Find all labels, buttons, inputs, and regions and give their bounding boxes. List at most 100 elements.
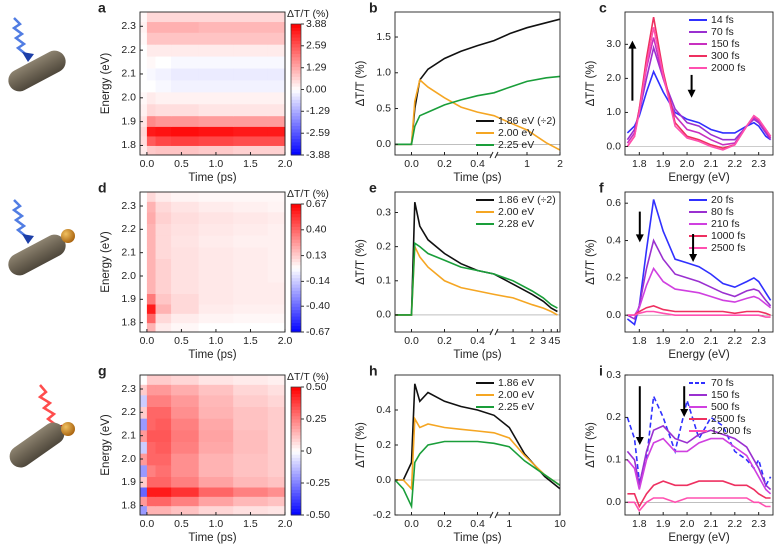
heat-cell (171, 304, 200, 314)
heat-cell (267, 304, 286, 314)
colorbar-step (291, 309, 301, 314)
heat-cell (267, 126, 286, 137)
colorbar-step (291, 454, 301, 458)
colorbar-tick-label: -2.59 (306, 127, 330, 139)
arrow-head (689, 254, 698, 262)
colorbar-step (291, 476, 301, 481)
colorbar-step (291, 236, 301, 240)
heat-cell (171, 21, 200, 33)
legend-label: 1.86 eV (÷2) (498, 194, 556, 206)
heat-cell (198, 145, 234, 156)
heat-cell (146, 304, 157, 314)
heat-cell (198, 246, 234, 259)
x-tick-label: 2 (529, 335, 535, 347)
series-line (626, 393, 772, 488)
y-axis-label: ΔT/T (%) (355, 239, 367, 285)
heat-cell (146, 201, 157, 213)
heat-cell (198, 476, 234, 488)
heat-cell (140, 135, 148, 146)
x-axis-label: Time (ps) (188, 532, 236, 544)
x-axis-label: Time (ps) (188, 349, 236, 361)
colorbar-step (291, 115, 301, 120)
series-line (627, 310, 771, 318)
colorbar-step (291, 415, 301, 420)
colorbar-step (291, 99, 301, 104)
colorbar-step (291, 204, 301, 208)
colorbar-tick-label: -0.25 (306, 477, 330, 489)
y-tick-label: 0.6 (606, 197, 621, 209)
panel-letter: f (599, 180, 604, 196)
x-axis-label: Energy (eV) (668, 532, 730, 544)
colorbar-step (291, 435, 301, 439)
y-tick-label: 2.2 (121, 406, 136, 418)
heat-cell (146, 384, 157, 396)
heat-cell (171, 12, 200, 23)
y-tick-label: 0.4 (376, 404, 391, 416)
heat-cell (198, 505, 234, 516)
x-axis-label: Energy (eV) (668, 349, 730, 361)
heat-cell (233, 103, 269, 117)
y-tick-label: 0.0 (606, 140, 621, 152)
legend-label: 2.25 eV (498, 401, 534, 413)
heat-cell (146, 145, 157, 156)
panel-letter: i (599, 363, 603, 379)
colorbar-step (291, 499, 301, 503)
x-tick-label: 4 (548, 335, 554, 347)
heat-cell (155, 91, 172, 105)
heat-cell (146, 322, 157, 333)
heat-cell (267, 476, 286, 488)
y-tick-label: 2.2 (121, 44, 136, 56)
colorbar-step (291, 486, 301, 490)
panel-letter: c (599, 0, 607, 16)
heat-cell (198, 211, 234, 224)
y-tick-label: 0.0 (376, 309, 391, 321)
heat-cell (146, 258, 157, 271)
x-tick-label: 1.8 (632, 158, 647, 170)
colorbar-step (291, 412, 301, 417)
plot-frame (624, 11, 774, 156)
colorbar-step (291, 37, 301, 41)
series-line (395, 202, 558, 316)
heat-cell (198, 21, 234, 33)
heat-cell (155, 68, 172, 81)
colorbar-step (291, 30, 301, 35)
heat-cell (233, 270, 269, 283)
colorbar-tick-label: 0.13 (306, 249, 327, 261)
heat-cell (140, 145, 148, 156)
heat-cell (171, 126, 200, 137)
heat-cell (140, 313, 148, 324)
y-tick-label: 2.1 (121, 68, 136, 80)
heat-cell (140, 44, 148, 57)
x-axis-label: Time (ps) (453, 172, 501, 184)
colorbar-step (291, 226, 301, 231)
heat-cell (146, 441, 157, 454)
x-tick-label: 1.9 (656, 335, 671, 347)
heat-cell (198, 103, 234, 117)
colorbar-tick-label: 1.29 (306, 62, 327, 74)
x-tick-label: 1.0 (209, 518, 224, 530)
x-tick-label: 1.5 (243, 335, 258, 347)
colorbar-step (291, 138, 301, 143)
x-tick-label: 1 (510, 335, 516, 347)
heat-cell (171, 56, 200, 69)
colorbar-step (291, 135, 301, 140)
colorbar-step (291, 40, 301, 45)
heat-cell (146, 21, 157, 33)
colorbar-title: ΔT/T (%) (287, 188, 329, 200)
x-tick-label: 2 (557, 158, 563, 170)
heat-cell (140, 79, 148, 93)
heat-cell (233, 145, 269, 156)
heat-cell (233, 21, 269, 33)
heat-cell (233, 79, 269, 93)
heat-cell (155, 281, 172, 294)
colorbar-step (291, 428, 301, 433)
colorbar-step (291, 148, 301, 153)
plot-frame (139, 374, 286, 516)
icon-rod-tip-red (9, 384, 75, 468)
series-line (395, 241, 558, 316)
heat-cell (171, 394, 200, 407)
colorbar-step (291, 287, 301, 291)
colorbar-step (291, 96, 301, 100)
